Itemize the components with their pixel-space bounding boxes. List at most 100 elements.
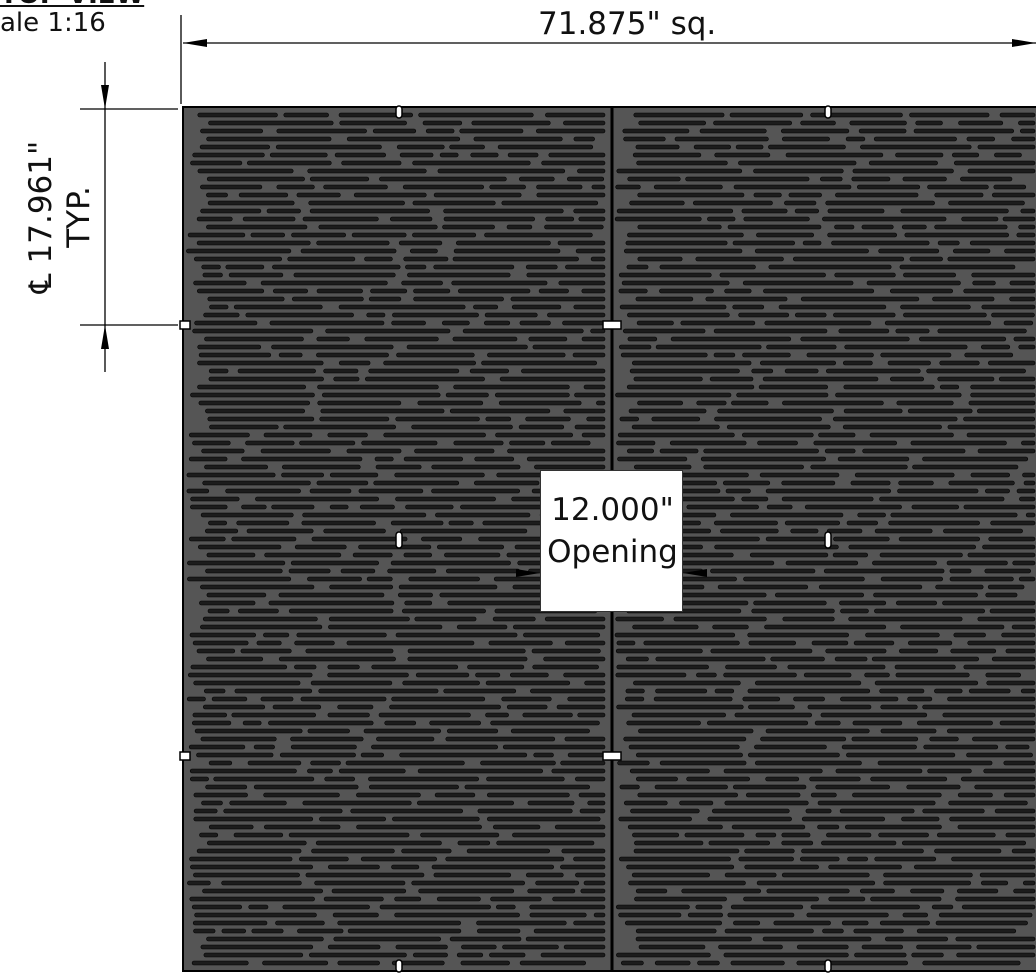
grate-slot [389, 216, 433, 222]
grate-slot [616, 704, 744, 710]
grate-slot [192, 712, 227, 718]
grate-slot [884, 936, 948, 942]
grate-slot [191, 960, 249, 966]
grate-slot [431, 464, 521, 470]
grate-slot [840, 608, 869, 614]
grate-slot [395, 632, 518, 638]
grate-slot [188, 744, 246, 750]
grate-slot [784, 368, 819, 374]
grate-slot [190, 664, 288, 670]
grate-slot [457, 840, 491, 846]
grate-slot [281, 472, 325, 478]
grate-slot [256, 640, 282, 646]
grate-slot [1018, 224, 1036, 230]
grate-slot [510, 728, 590, 734]
grate-slot [564, 736, 606, 742]
grate-slot [416, 800, 514, 806]
grate-slot [811, 640, 849, 646]
grate-slot [948, 200, 1025, 206]
grate-slot [980, 344, 1011, 350]
grate-slot [311, 536, 408, 542]
grate-slot [696, 672, 717, 678]
grate-slot [802, 240, 822, 246]
grate-slot [832, 416, 958, 422]
grate-slot [967, 640, 1036, 646]
grate-slot [883, 880, 971, 886]
grate-slot [615, 184, 641, 190]
grate-slot [255, 496, 379, 502]
grate-slot [207, 296, 285, 302]
grate-slot [969, 240, 1036, 246]
grate-slot [263, 432, 313, 438]
overall-width-dimension [180, 15, 1036, 104]
grate-slot [619, 416, 640, 422]
grate-slot [194, 912, 317, 918]
grate-slot [477, 808, 573, 814]
grate-slot [415, 672, 470, 678]
grate-slot [198, 352, 272, 358]
grate-slot [196, 648, 236, 654]
grate-slot [297, 928, 344, 934]
grate-slot [723, 672, 797, 678]
grate-slot [979, 872, 1036, 878]
grate-slot [411, 880, 526, 886]
grate-slot [502, 944, 559, 950]
grate-slot [773, 920, 831, 926]
grate-slot [202, 272, 223, 278]
grate-slot [874, 856, 937, 862]
grate-slot [395, 416, 480, 422]
grate-slot [963, 288, 1036, 294]
grate-slot [433, 264, 515, 270]
grate-slot [687, 912, 724, 918]
grate-slot [533, 752, 554, 758]
grate-slot [525, 264, 558, 270]
grate-slot [593, 912, 606, 918]
grate-slot [240, 648, 292, 654]
grate-slot [984, 488, 1010, 494]
grate-slot [204, 336, 304, 342]
grate-slot [489, 952, 526, 958]
grate-slot [207, 416, 315, 422]
grate-slot [1018, 576, 1036, 582]
grate-slot [560, 760, 606, 766]
grate-slot [445, 568, 520, 574]
grate-slot [869, 432, 954, 438]
grate-slot [401, 608, 486, 614]
grate-slot [263, 632, 290, 638]
grate-slot [835, 192, 919, 198]
grate-slot [989, 608, 1036, 614]
grate-slot [223, 808, 343, 814]
grate-slot [700, 456, 827, 462]
grate-slot [200, 512, 294, 518]
grate-slot [206, 224, 308, 230]
grate-slot [895, 600, 937, 606]
grate-slot [486, 776, 565, 782]
grate-slot [618, 272, 712, 278]
grate-slot [474, 456, 515, 462]
grate-slot [573, 208, 606, 214]
grate-slot [981, 304, 1036, 310]
grate-slot [1005, 648, 1036, 654]
grate-slot [325, 328, 451, 334]
grate-slot [186, 488, 210, 494]
grate-slot [703, 464, 804, 470]
grate-slot [800, 120, 836, 126]
grate-slot [245, 440, 295, 446]
grate-slot [192, 440, 231, 446]
grate-slot [935, 584, 984, 590]
grate-slot [324, 776, 356, 782]
grate-slot [495, 432, 573, 438]
grate-slot [205, 528, 239, 534]
grate-slot [732, 304, 765, 310]
grate-slot [623, 248, 743, 254]
grate-slot [548, 152, 606, 158]
grate-slot [938, 912, 1033, 918]
view-title: TOP VIEW [0, 0, 144, 8]
grate-slot [693, 144, 731, 150]
grate-slot [922, 960, 1021, 966]
grate-slot [743, 576, 865, 582]
grate-slot [193, 928, 216, 934]
grate-slot [282, 904, 370, 910]
grate-slot [288, 832, 410, 838]
grate-slot [734, 712, 813, 718]
